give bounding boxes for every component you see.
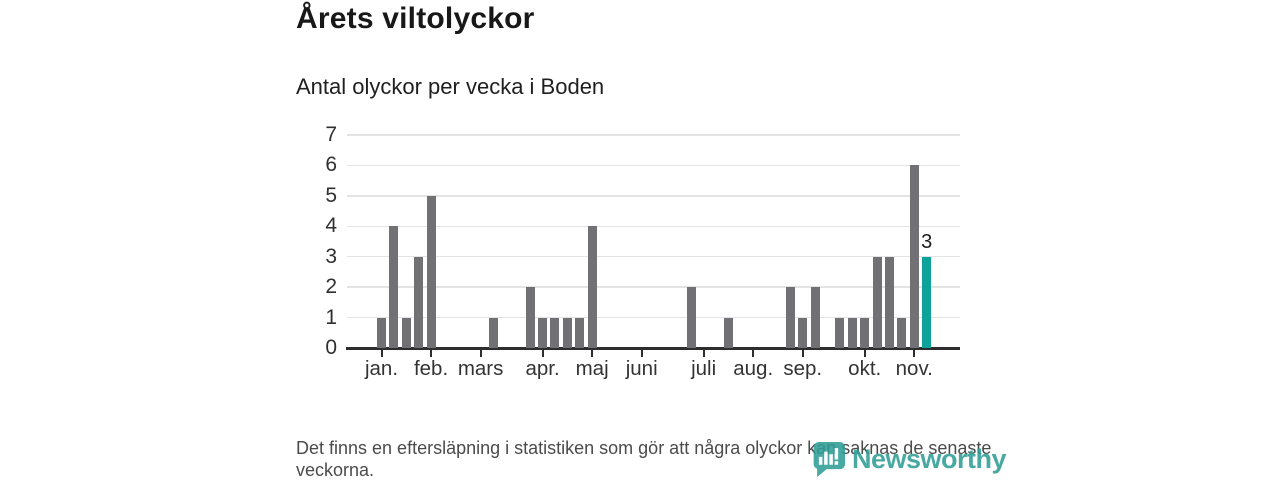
x-tick-label-maj: maj [575, 357, 609, 380]
gridline-y-3 [347, 255, 960, 258]
bar-week-26 [686, 287, 696, 348]
x-tick-mark-aug [752, 349, 755, 357]
y-tick-label-2: 2 [325, 275, 337, 299]
gridline-y-7 [347, 134, 960, 136]
x-tick-mark-nov [913, 349, 916, 357]
chart-subtitle: Antal olyckor per vecka i Boden [296, 74, 605, 99]
bar-week-1 [377, 317, 386, 348]
bar-week-38 [835, 317, 845, 348]
bar-week-29 [723, 317, 733, 348]
x-axis-line [346, 347, 960, 350]
x-tick-mark-maj [591, 349, 594, 357]
chart-title: Årets viltolyckor [296, 2, 535, 35]
bar-week-42 [884, 256, 894, 348]
bar-week-44 [909, 165, 919, 348]
bar-week-2 [389, 226, 399, 348]
y-tick-label-1: 1 [325, 305, 337, 329]
bar-week-34 [785, 287, 795, 348]
bar-week-39 [847, 317, 857, 348]
x-tick-mark-sep [801, 349, 804, 357]
bar-week-3 [401, 317, 411, 348]
bar-week-45-highlighted [922, 256, 932, 348]
x-tick-mark-jan [380, 349, 383, 357]
x-tick-label-okt: okt. [848, 357, 882, 380]
y-tick-label-5: 5 [325, 183, 337, 207]
bar-week-10 [488, 317, 498, 348]
bar-week-4 [414, 256, 424, 348]
y-tick-label-0: 0 [325, 336, 337, 359]
y-tick-label-6: 6 [325, 153, 337, 177]
bar-week-43 [897, 317, 907, 348]
x-tick-mark-okt [863, 349, 866, 357]
x-tick-mark-juli [702, 349, 705, 357]
y-tick-label-4: 4 [325, 214, 337, 238]
x-tick-label-mars: mars [457, 357, 504, 380]
gridline-y-5 [347, 195, 960, 197]
x-tick-label-sep: sep. [783, 357, 823, 380]
bar-week-35 [798, 317, 808, 348]
bar-week-13 [525, 287, 535, 348]
gridline-y-1 [347, 316, 960, 319]
newsworthy-logo: Newsworthy [811, 441, 1007, 478]
gridline-y-2 [347, 286, 960, 288]
gridline-y-6 [347, 164, 960, 167]
x-tick-label-juni: juni [625, 357, 658, 380]
x-tick-label-aug: aug. [733, 357, 774, 380]
bar-week-14 [538, 317, 548, 348]
bar-week-40 [860, 317, 870, 348]
x-tick-label-apr: apr. [525, 357, 560, 380]
x-tick-mark-juni [640, 349, 643, 357]
x-tick-mark-apr [541, 349, 544, 357]
x-tick-label-feb: feb. [413, 357, 449, 380]
bar-week-36 [810, 287, 820, 348]
bar-week-41 [872, 256, 882, 348]
bar-week-5 [426, 195, 436, 348]
bar-week-17 [575, 317, 585, 348]
y-tick-label-7: 7 [325, 123, 337, 146]
x-tick-mark-mars [479, 349, 482, 357]
x-tick-label-jan: jan. [364, 357, 399, 380]
newsworthy-logo-icon [813, 442, 846, 477]
bar-week-18 [587, 226, 597, 348]
newsworthy-logo-text: Newsworthy [852, 444, 1007, 474]
x-tick-mark-feb [430, 349, 433, 357]
gridline-y-4 [347, 225, 960, 228]
highlight-value-label: 3 [921, 230, 933, 253]
y-tick-label-3: 3 [325, 244, 337, 268]
x-tick-label-juli: juli [691, 357, 717, 380]
bar-week-16 [562, 317, 572, 348]
bar-week-15 [550, 317, 560, 348]
x-tick-label-nov: nov. [895, 357, 933, 380]
